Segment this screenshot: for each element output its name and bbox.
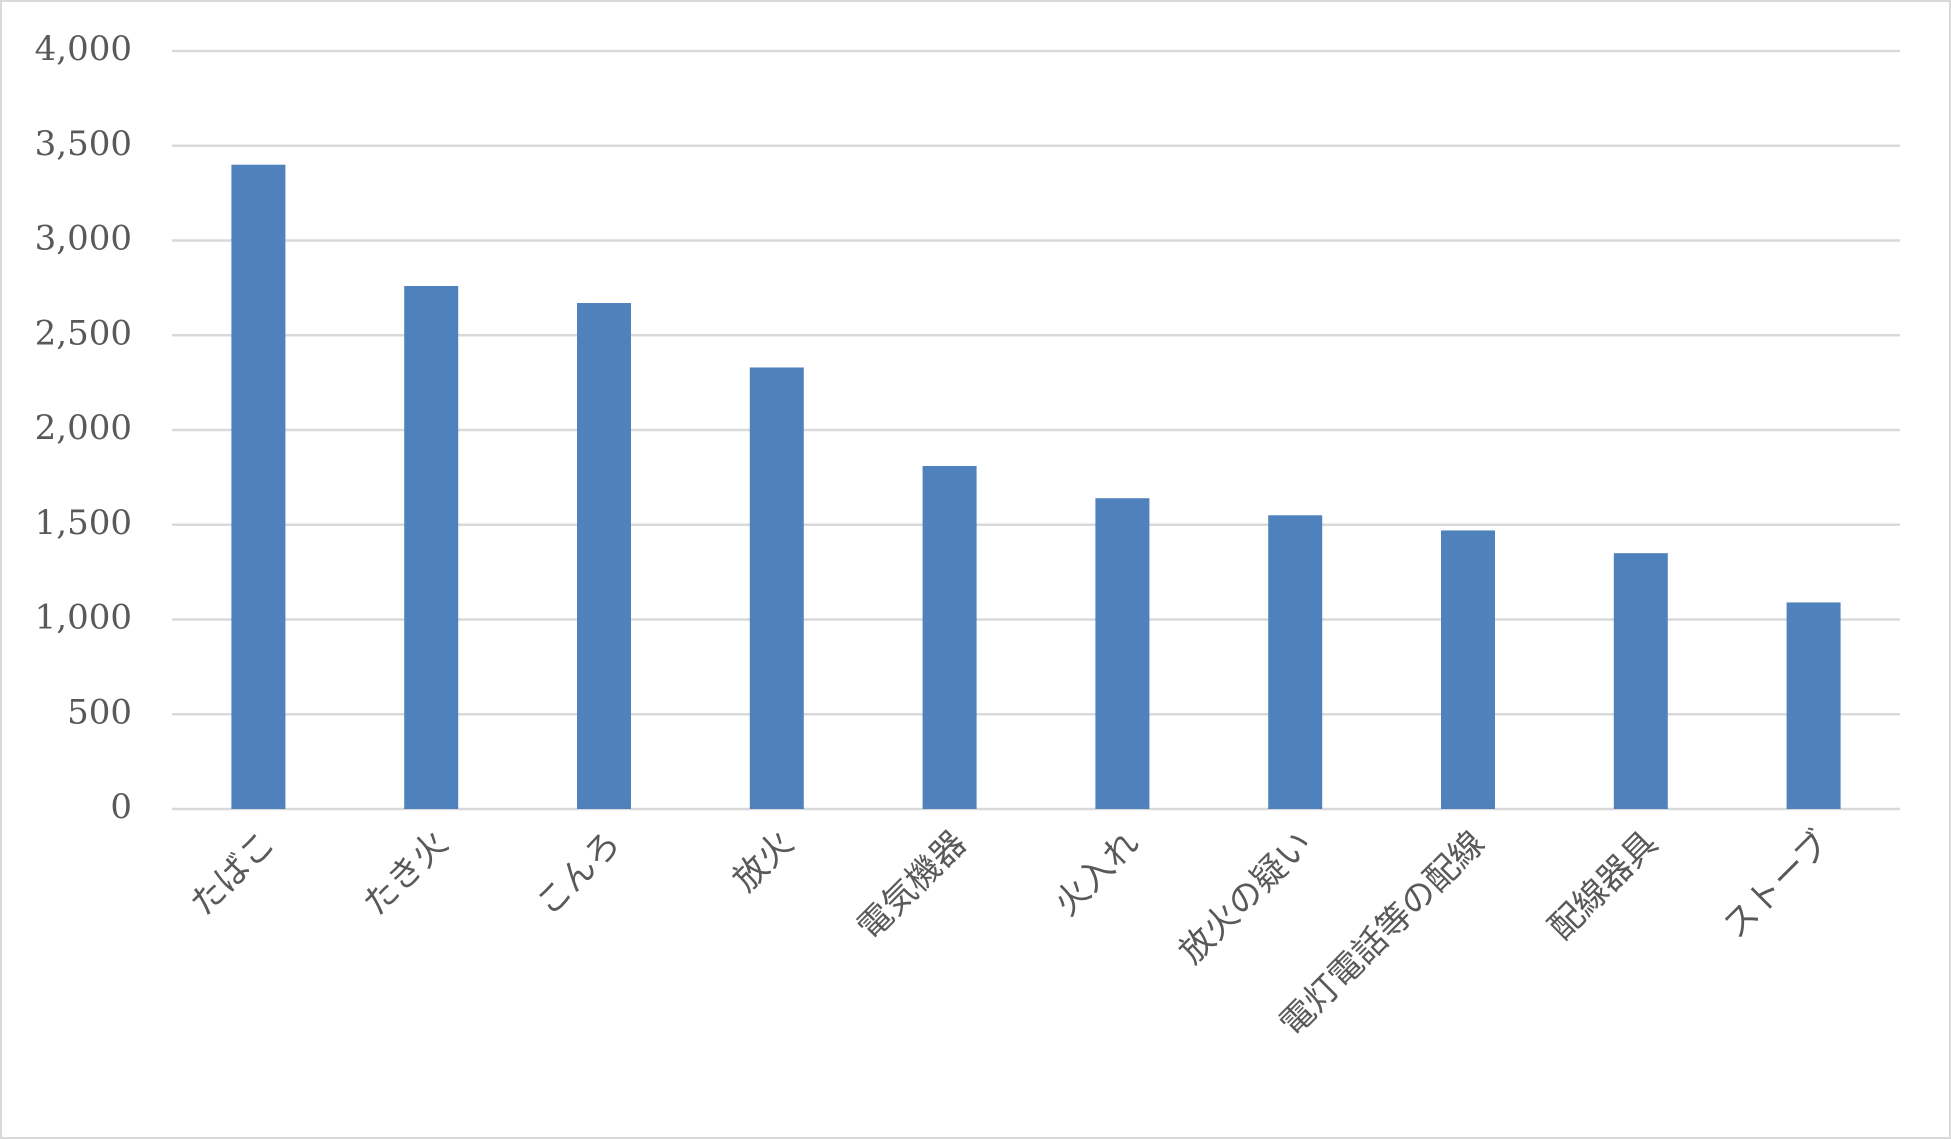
- bar: [231, 164, 286, 809]
- y-tick-label: 1,500: [35, 503, 132, 543]
- bar: [1786, 602, 1841, 809]
- bar: [577, 303, 631, 809]
- bar: [404, 285, 459, 810]
- y-tick-label: 3,500: [35, 124, 132, 164]
- y-tick-label: 1,000: [35, 598, 132, 638]
- bar: [1268, 515, 1323, 809]
- y-tick-label: 500: [67, 692, 132, 732]
- bar: [749, 367, 804, 809]
- bar: [1613, 553, 1668, 809]
- y-tick-label: 3,000: [35, 219, 132, 259]
- y-tick-label: 2,500: [35, 313, 132, 353]
- y-tick-label: 4,000: [35, 29, 132, 69]
- y-tick-label: 0: [110, 787, 132, 827]
- bar: [1095, 498, 1150, 809]
- bar: [922, 466, 977, 809]
- y-tick-label: 2,000: [35, 408, 132, 448]
- bar: [1441, 530, 1495, 809]
